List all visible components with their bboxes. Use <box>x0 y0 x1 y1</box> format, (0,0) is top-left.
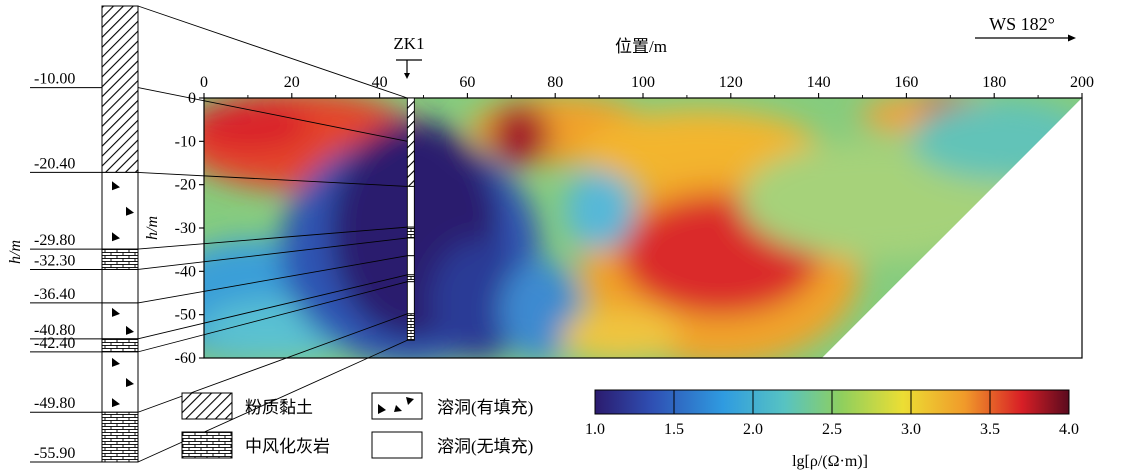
column-layer-cave-filled <box>101 171 139 250</box>
section-borehole-layer-limestone <box>406 313 415 341</box>
x-axis: 0 20 40 60 80 100 120 140 160 180 200 <box>200 74 1094 98</box>
y-tick-label-2: -20 <box>175 177 196 194</box>
legend-label-silty-clay: 粉质黏土 <box>245 398 313 417</box>
x-tick-label-1: 20 <box>284 74 300 91</box>
colorbar-tick-label-3: 2.5 <box>822 421 842 438</box>
depth-labels: -10.00 -20.40 -29.80 -32.30 -36.40 -40.80-42.… <box>30 71 102 463</box>
colorbar-ticks: 1.0 1.5 2.0 2.5 3.0 3.5 4.0 <box>585 390 1079 438</box>
column-layer-limestone <box>101 411 139 463</box>
connector-6 <box>137 281 408 353</box>
section-borehole-layer-cave-filled <box>406 255 415 276</box>
borehole-label: ZK1 <box>393 34 424 53</box>
section-depth-axis-label: h/m <box>144 216 161 240</box>
section-borehole-layer-cave-filled <box>406 281 415 315</box>
connector-4 <box>137 255 408 304</box>
cave-fill-mark <box>112 181 120 191</box>
connector-0 <box>137 87 408 142</box>
x-axis-title: 位置/m <box>615 37 667 56</box>
connector-2 <box>137 226 408 250</box>
connector-top <box>137 5 408 99</box>
cave-fill-mark <box>126 206 134 216</box>
cave-fill-mark <box>126 378 134 388</box>
colorbar-tick-label-1: 1.5 <box>664 421 684 438</box>
cave-fill-mark <box>112 232 120 242</box>
column-layer-limestone <box>101 248 139 270</box>
section-borehole-layer-limestone <box>406 274 415 283</box>
depth-label-5: -40.80 <box>34 322 75 339</box>
colorbar-tick-label-5: 3.5 <box>980 421 1000 438</box>
depth-label-2: -29.80 <box>34 232 75 249</box>
column-layer-cave-filled <box>101 302 139 340</box>
section-borehole-layer-cave-filled <box>406 185 415 228</box>
y-tick-label-1: -10 <box>175 133 196 150</box>
depth-label-0: -10.00 <box>34 71 75 88</box>
colorbar: 1.0 1.5 2.0 2.5 3.0 3.5 4.0 lg[ρ/(Ω·m)] <box>585 389 1079 470</box>
resistivity-section <box>204 98 1082 358</box>
x-tick-label-10: 200 <box>1070 74 1094 91</box>
depth-label-3: -32.30 <box>34 252 75 269</box>
section-borehole-layer-cave-empty <box>406 237 415 257</box>
depth-label-6: -42.40 <box>34 335 75 352</box>
colorbar-tick-label-0: 1.0 <box>585 421 605 438</box>
x-tick-label-7: 140 <box>807 74 831 91</box>
cave-fill-mark <box>112 398 120 408</box>
depth-label-7: -49.80 <box>34 395 75 412</box>
legend-swatch-limestone <box>181 431 233 459</box>
legend-swatch-silty-clay <box>181 392 233 420</box>
connector-3 <box>137 237 408 270</box>
colorbar-tick-label-2: 2.0 <box>743 421 763 438</box>
column-layer-cave-empty <box>101 268 139 304</box>
colorbar-label: lg[ρ/(Ω·m)] <box>792 453 868 470</box>
column-depth-axis-label: h/m <box>7 240 24 264</box>
x-tick-label-0: 0 <box>200 74 208 91</box>
y-tick-label-4: -40 <box>175 263 196 280</box>
section-borehole-layer-limestone <box>406 226 415 239</box>
legend: 粉质黏土 中风化灰岩 溶洞(有填充) 溶洞(无填充) <box>181 392 533 459</box>
column-layer-cave-filled <box>101 351 139 413</box>
depth-label-1: -20.40 <box>34 155 75 172</box>
x-tick-label-4: 80 <box>547 74 563 91</box>
colorbar-tick-label-4: 3.0 <box>901 421 921 438</box>
x-tick-label-5: 100 <box>631 74 655 91</box>
column-layer-silty-clay <box>101 5 139 173</box>
column-layer-limestone <box>101 338 139 353</box>
x-tick-label-9: 180 <box>982 74 1006 91</box>
cave-fill-mark <box>112 307 120 317</box>
legend-label-limestone: 中风化灰岩 <box>245 437 330 456</box>
connector-5 <box>137 274 408 340</box>
cave-fill-mark <box>126 325 134 335</box>
x-tick-label-8: 160 <box>894 74 918 91</box>
legend-label-cave-filled: 溶洞(有填充) <box>437 398 533 417</box>
direction-arrow-icon <box>975 34 1076 42</box>
y-tick-label-6: -60 <box>175 350 196 367</box>
legend-label-cave-empty: 溶洞(无填充) <box>437 437 533 456</box>
x-tick-label-6: 120 <box>719 74 743 91</box>
section-borehole-layer-silty-clay <box>406 97 415 187</box>
y-axis: 0-10-20-30-40-50-60 <box>175 90 204 367</box>
direction-label: WS 182° <box>989 14 1055 34</box>
y-tick-label-3: -30 <box>175 220 196 237</box>
y-tick-label-5: -50 <box>175 307 196 324</box>
borehole-column <box>101 5 139 463</box>
connector-1 <box>137 171 408 187</box>
colorbar-tick-label-6: 4.0 <box>1059 421 1079 438</box>
x-tick-label-3: 60 <box>459 74 475 91</box>
cave-fill-mark <box>112 357 120 367</box>
borehole-in-section <box>406 97 415 341</box>
legend-swatch-cave-empty <box>371 431 423 459</box>
borehole-marker-icon <box>396 59 422 79</box>
depth-label-8: -55.90 <box>34 445 75 462</box>
cave-fill-marks-icon <box>378 397 414 414</box>
depth-label-4: -36.40 <box>34 286 75 303</box>
